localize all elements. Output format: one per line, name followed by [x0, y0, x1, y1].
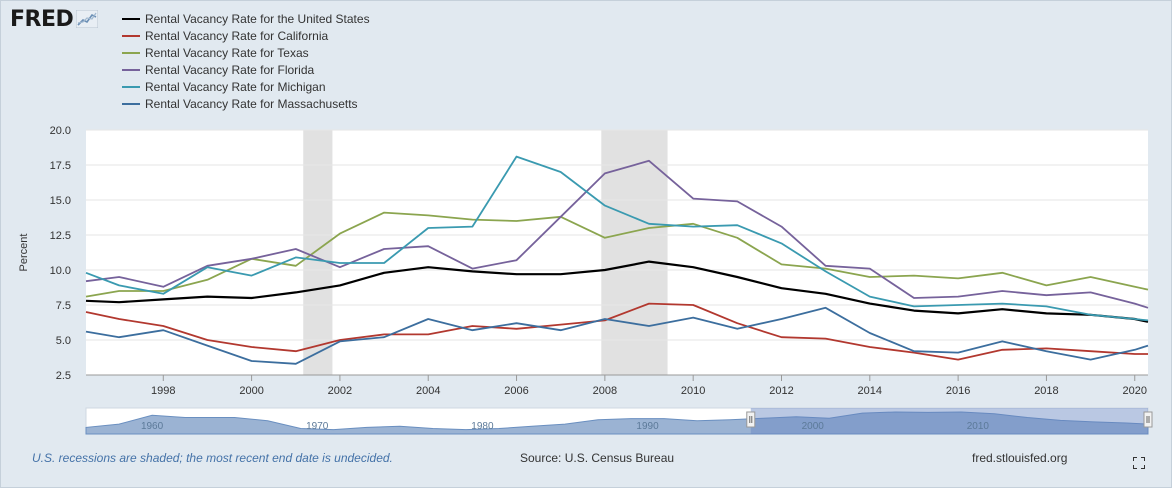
- chart-legend: Rental Vacancy Rate for the United State…: [122, 10, 370, 112]
- legend-swatch: [122, 51, 140, 54]
- legend-swatch: [122, 17, 140, 20]
- x-tick-label: 2006: [504, 385, 528, 397]
- source-text: Source: U.S. Census Bureau: [520, 451, 675, 465]
- navigator-label: 1980: [471, 421, 494, 432]
- series-line[interactable]: [85, 306, 1149, 365]
- legend-label: Rental Vacancy Rate for Michigan: [145, 79, 326, 94]
- legend-item[interactable]: Rental Vacancy Rate for Florida: [122, 61, 370, 78]
- x-tick-label: 2014: [858, 385, 882, 397]
- x-tick-label: 2020: [1123, 385, 1147, 397]
- x-tick-label: 2004: [416, 385, 440, 397]
- recession-band: [601, 130, 668, 375]
- navigator-label: 1990: [636, 421, 659, 432]
- x-tick-label: 2008: [593, 385, 617, 397]
- series-line[interactable]: [85, 260, 1149, 323]
- navigator-handle-right[interactable]: [1143, 411, 1153, 428]
- navigator-label: 2000: [802, 421, 825, 432]
- x-tick-label: 2002: [328, 385, 352, 397]
- y-tick-label: 5.0: [56, 335, 71, 347]
- y-tick-label: 2.5: [56, 370, 71, 382]
- legend-swatch: [122, 85, 140, 88]
- legend-item[interactable]: Rental Vacancy Rate for Massachusetts: [122, 95, 370, 112]
- y-tick-label: 20.0: [50, 125, 71, 137]
- series-line[interactable]: [85, 302, 1148, 361]
- navigator-selection[interactable]: [750, 408, 1148, 434]
- legend-label: Rental Vacancy Rate for Texas: [145, 45, 309, 60]
- x-tick-label: 2010: [681, 385, 705, 397]
- series-line[interactable]: [85, 159, 1149, 309]
- logo-text: FRED: [10, 6, 74, 32]
- x-tick-label: 2016: [946, 385, 970, 397]
- legend-item[interactable]: Rental Vacancy Rate for Michigan: [122, 78, 370, 95]
- legend-item[interactable]: Rental Vacancy Rate for the United State…: [122, 10, 370, 27]
- navigator-label: 2010: [967, 421, 990, 432]
- y-axis-label: Percent: [18, 234, 30, 272]
- x-tick-label: 2018: [1034, 385, 1058, 397]
- y-tick-label: 17.5: [50, 160, 71, 172]
- series-line[interactable]: [85, 211, 1149, 298]
- legend-label: Rental Vacancy Rate for Massachusetts: [145, 96, 358, 111]
- navigator-label: 1970: [306, 421, 329, 432]
- recession-band: [303, 130, 333, 375]
- legend-item[interactable]: Rental Vacancy Rate for Texas: [122, 44, 370, 61]
- legend-label: Rental Vacancy Rate for the United State…: [145, 11, 370, 26]
- x-tick-label: 2012: [769, 385, 793, 397]
- fullscreen-icon[interactable]: [1133, 457, 1145, 469]
- legend-swatch: [122, 68, 140, 71]
- site-url[interactable]: fred.stlouisfed.org: [972, 451, 1068, 465]
- x-tick-label: 2000: [239, 385, 263, 397]
- legend-label: Rental Vacancy Rate for Florida: [145, 62, 315, 77]
- navigator-label: 1960: [141, 421, 164, 432]
- y-tick-label: 12.5: [50, 230, 71, 242]
- legend-swatch: [122, 102, 140, 105]
- legend-item[interactable]: Rental Vacancy Rate for California: [122, 27, 370, 44]
- navigator-handle-left[interactable]: [746, 411, 756, 428]
- line-graph-icon: [76, 10, 99, 28]
- series-line[interactable]: [85, 155, 1149, 322]
- legend-label: Rental Vacancy Rate for California: [145, 28, 329, 43]
- y-tick-label: 7.5: [56, 300, 71, 312]
- recession-note: U.S. recessions are shaded; the most rec…: [32, 451, 393, 465]
- legend-swatch: [122, 34, 140, 37]
- navigator-series-area: [85, 411, 1149, 435]
- x-tick-label: 1998: [151, 385, 175, 397]
- fred-logo[interactable]: FRED: [10, 6, 99, 32]
- y-tick-label: 10.0: [50, 265, 71, 277]
- y-tick-label: 15.0: [50, 195, 71, 207]
